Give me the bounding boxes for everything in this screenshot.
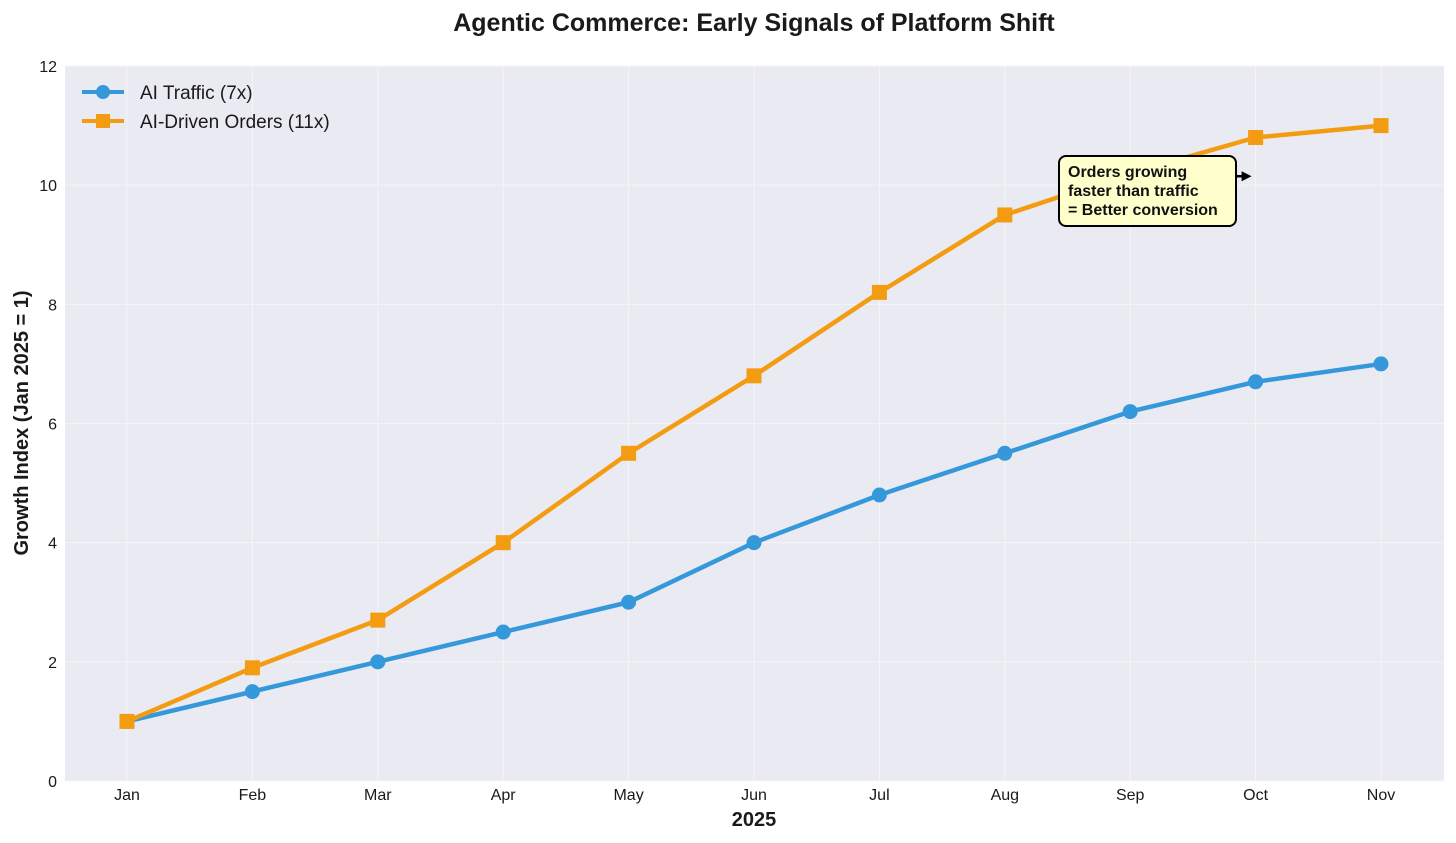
y-tick-label: 8 — [48, 297, 57, 314]
x-tick-label: Oct — [1243, 787, 1268, 804]
legend: AI Traffic (7x) AI-Driven Orders (11x) — [82, 83, 330, 133]
annotation-line-1: Orders growing — [1068, 164, 1187, 181]
data-point — [119, 713, 135, 729]
annotation-line-3: = Better conversion — [1068, 202, 1218, 219]
annotation-box — [1058, 155, 1237, 227]
data-point — [871, 284, 887, 300]
x-tick-label: Sep — [1116, 787, 1145, 804]
data-point — [1248, 130, 1264, 145]
data-point — [1122, 404, 1138, 420]
legend-orders-marker-icon — [96, 114, 110, 128]
data-point — [244, 684, 260, 700]
data-point — [621, 594, 637, 610]
data-point — [244, 660, 260, 676]
data-point — [746, 535, 762, 551]
data-point — [871, 487, 887, 503]
data-point — [997, 207, 1013, 223]
x-tick-label: Jun — [741, 787, 767, 804]
y-tick-label: 2 — [48, 655, 57, 672]
x-tick-label: May — [613, 787, 643, 804]
x-tick-label: Aug — [991, 787, 1019, 804]
data-point — [495, 624, 511, 640]
data-point — [1373, 356, 1389, 372]
x-axis-label: 2025 — [732, 809, 777, 831]
x-tick-label: Feb — [239, 787, 267, 804]
y-tick-label: 12 — [39, 59, 57, 76]
data-point — [746, 368, 762, 384]
y-tick-label: 0 — [48, 774, 57, 791]
y-axis-label: Growth Index (Jan 2025 = 1) — [11, 290, 33, 555]
y-tick-label: 4 — [48, 536, 57, 553]
y-tick-label: 6 — [48, 417, 57, 434]
data-point — [1248, 374, 1264, 390]
annotation: Orders growing faster than traffic = Bet… — [1058, 155, 1252, 227]
data-point — [370, 612, 386, 628]
annotation-arrowhead-icon — [1241, 171, 1252, 182]
data-point — [370, 654, 386, 670]
y-tick-label: 10 — [39, 178, 57, 195]
x-tick-label: Apr — [491, 787, 517, 804]
data-point — [495, 535, 511, 551]
legend-traffic-label: AI Traffic (7x) — [140, 83, 253, 104]
x-tick-label: Jan — [114, 787, 140, 804]
axis-ticks: 0 2 4 6 8 10 12 Jan Feb Mar Apr May Jun Jul Aug Sep Oct N… — [39, 59, 1395, 804]
data-point — [997, 445, 1013, 461]
data-point — [1373, 118, 1389, 134]
data-point — [621, 445, 637, 461]
annotation-line-2: faster than traffic — [1068, 183, 1199, 200]
legend-orders-label: AI-Driven Orders (11x) — [140, 112, 330, 133]
legend-traffic-marker-icon — [96, 85, 110, 99]
x-tick-label: Mar — [364, 787, 392, 804]
x-tick-label: Jul — [869, 787, 889, 804]
chart-title: Agentic Commerce: Early Signals of Platf… — [453, 9, 1055, 37]
x-tick-label: Nov — [1367, 787, 1395, 804]
